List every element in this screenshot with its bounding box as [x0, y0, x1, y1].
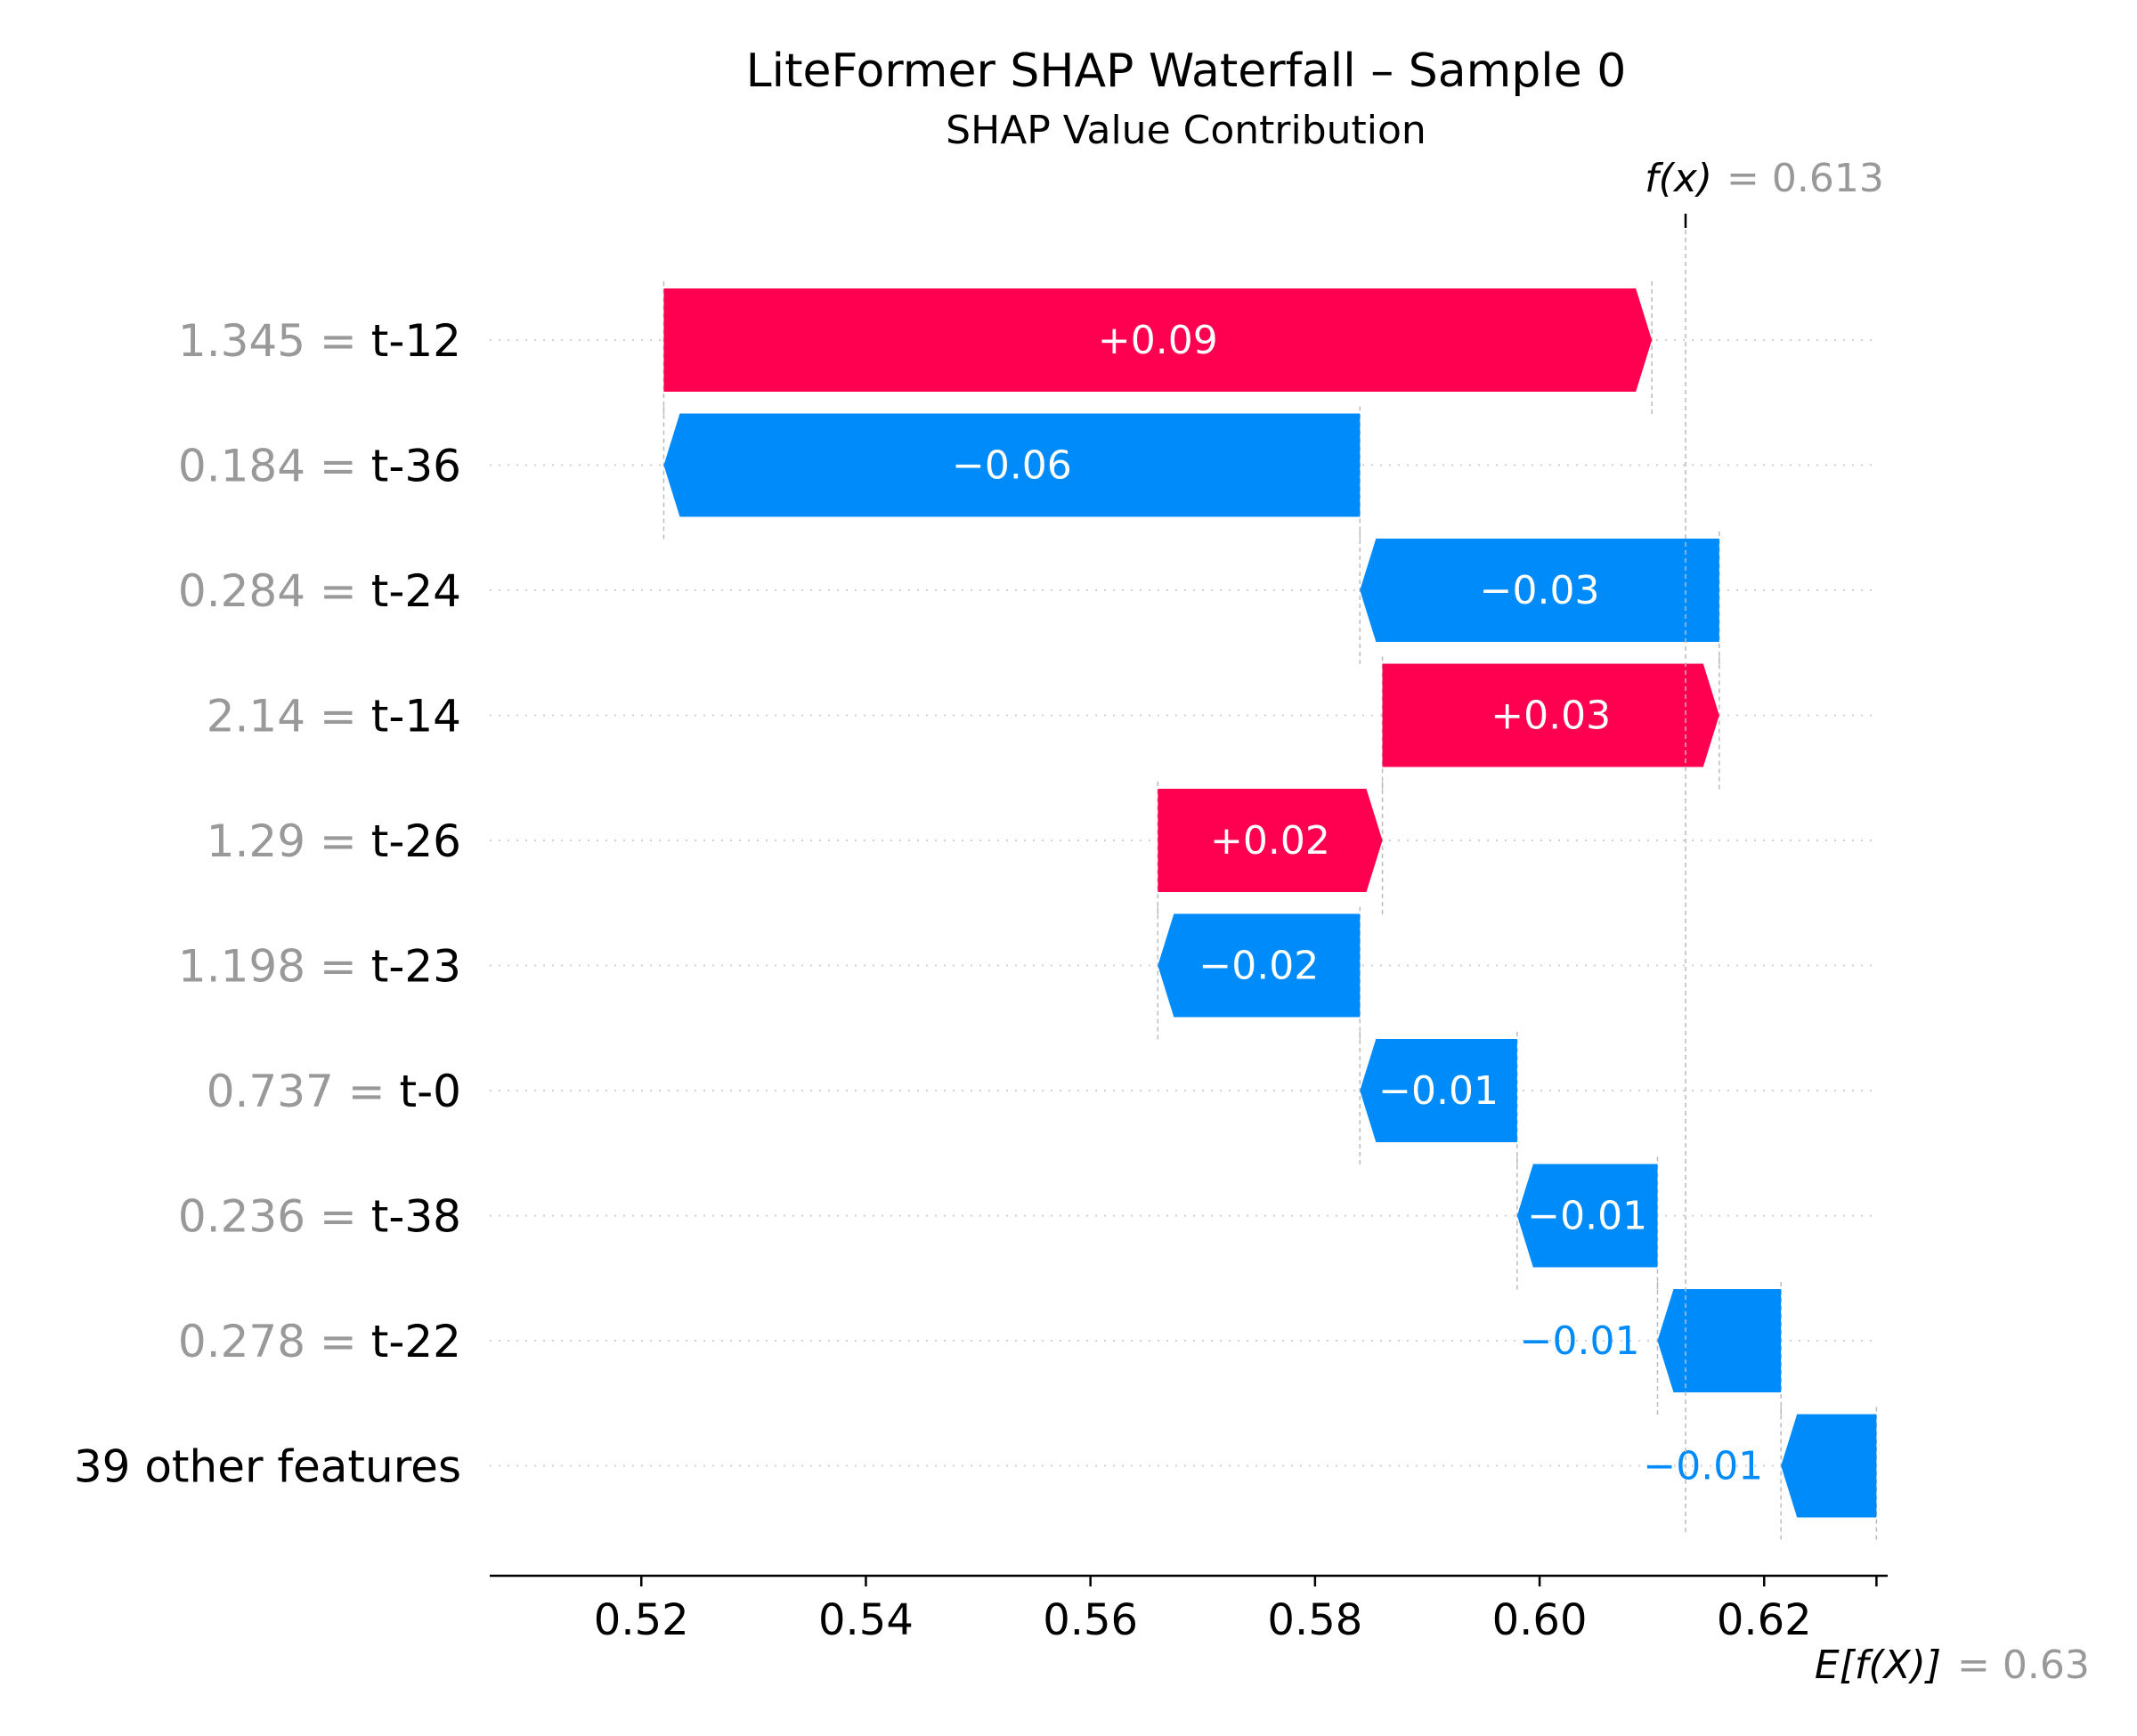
equals-sign: = [305, 441, 371, 492]
feature-name: t-0 [400, 1066, 461, 1117]
feature-label: 0.236 = t-38 [178, 1191, 461, 1243]
waterfall-bar [1516, 1164, 1658, 1268]
bar-value-label: +0.09 [1098, 318, 1218, 363]
output-value-label: f(x) [1645, 156, 1712, 201]
x-tick-label: 0.60 [1492, 1595, 1588, 1645]
feature-label: 2.14 = t-14 [207, 691, 461, 742]
feature-value: 0.184 [178, 441, 305, 492]
bar-value-label: −0.01 [1643, 1444, 1763, 1489]
feature-name: 39 other features [74, 1441, 461, 1493]
equals-sign: = [305, 691, 371, 742]
bar-value-label: +0.03 [1491, 694, 1611, 739]
waterfall-bar [663, 413, 1361, 517]
feature-label: 0.284 = t-24 [178, 565, 461, 617]
feature-name: t-12 [371, 315, 461, 367]
feature-label: 39 other features [74, 1441, 461, 1493]
equals-sign: = [305, 815, 371, 867]
bar-value-label: −0.02 [1199, 944, 1319, 989]
value-annotations: E[f(X)] = 0.63 f(x) = 0.613 [1645, 156, 2090, 1688]
x-tick-label: 0.52 [594, 1595, 689, 1645]
feature-label: 1.345 = t-12 [178, 315, 461, 367]
feature-name: t-14 [371, 691, 461, 742]
feature-value: 2.14 [207, 691, 305, 742]
feature-labels: 1.345 = t-12 0.184 = t-36 0.284 = t-24 2.14… [74, 315, 461, 1493]
equals-sign: = [305, 941, 371, 993]
feature-label: 1.29 = t-26 [207, 815, 461, 867]
bar-value-label: −0.01 [1527, 1194, 1647, 1239]
feature-label: 0.184 = t-36 [178, 441, 461, 492]
equals-sign: = [334, 1066, 400, 1117]
feature-label: 1.198 = t-23 [178, 941, 461, 993]
feature-value: 1.29 [207, 815, 305, 867]
equals-sign: = [305, 315, 371, 367]
x-tick-label: 0.56 [1043, 1595, 1138, 1645]
equals-sign: = [305, 1316, 371, 1367]
waterfall-bar [1657, 1289, 1782, 1392]
feature-value: 0.278 [178, 1316, 305, 1367]
bar-value-label: −0.03 [1480, 568, 1600, 613]
bar-value-label: −0.01 [1520, 1318, 1640, 1364]
feature-name: t-36 [371, 441, 461, 492]
feature-name: t-24 [371, 565, 461, 617]
feature-name: t-26 [371, 815, 461, 867]
waterfall-bar [1158, 913, 1361, 1018]
feature-value: 0.284 [178, 565, 305, 617]
chart-subtitle: SHAP Value Contribution [946, 108, 1426, 153]
feature-name: t-22 [371, 1316, 461, 1367]
waterfall-bar [1158, 789, 1383, 892]
feature-value: 0.737 [207, 1066, 334, 1117]
feature-value: 1.345 [178, 315, 305, 367]
feature-name: t-38 [371, 1191, 461, 1243]
waterfall-bar [1360, 1039, 1517, 1142]
x-tick-label: 0.54 [818, 1595, 914, 1645]
output-value-number: = 0.613 [1727, 156, 1884, 201]
x-axis: 0.52 0.54 0.56 0.58 0.60 0.62 [490, 1574, 1888, 1645]
equals-sign: = [305, 1191, 371, 1243]
chart-title: LiteFormer SHAP Waterfall – Sample 0 [746, 45, 1627, 98]
waterfall-bar [663, 288, 1653, 392]
feature-value: 1.198 [178, 941, 305, 993]
bar-value-label: −0.06 [952, 443, 1072, 489]
feature-value: 0.236 [178, 1191, 305, 1243]
waterfall-bar [1781, 1414, 1877, 1518]
base-value-label: E[f(X)] [1815, 1643, 1941, 1688]
bar-value-label: −0.01 [1378, 1068, 1499, 1114]
base-value-number: = 0.63 [1957, 1643, 2090, 1688]
waterfall-bars: +0.09 −0.06 −0.03 +0.03 +0.02 −0.02 −0.01 −0.01… [663, 288, 1877, 1518]
waterfall-bar [1382, 663, 1719, 767]
feature-label: 0.737 = t-0 [207, 1066, 461, 1117]
feature-label: 0.278 = t-22 [178, 1316, 461, 1367]
equals-sign: = [305, 565, 371, 617]
bar-value-label: +0.02 [1210, 818, 1330, 864]
x-tick-label: 0.58 [1267, 1595, 1362, 1645]
waterfall-bar [1360, 539, 1719, 642]
x-tick-label: 0.62 [1717, 1595, 1812, 1645]
feature-name: t-23 [371, 941, 461, 993]
